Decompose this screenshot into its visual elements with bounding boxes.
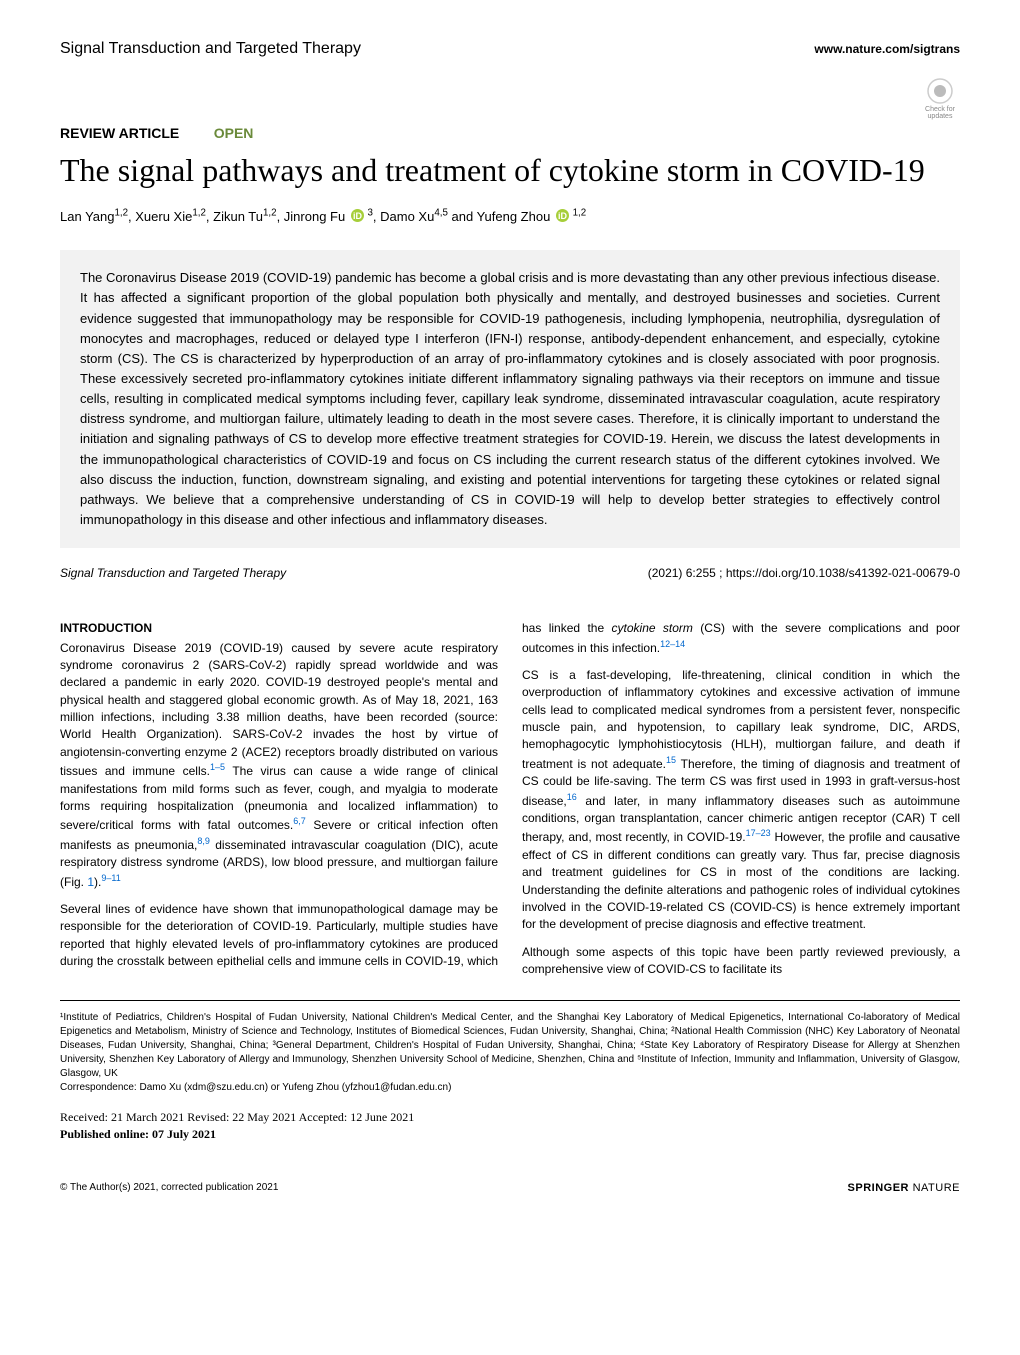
page-footer: © The Author(s) 2021, corrected publicat… [60, 1182, 960, 1194]
citation-ref[interactable]: 15 [666, 755, 676, 765]
abstract: The Coronavirus Disease 2019 (COVID-19) … [60, 250, 960, 548]
published-date: Published online: 07 July 2021 [60, 1127, 960, 1142]
article-title: The signal pathways and treatment of cyt… [60, 151, 960, 189]
citation-doi: (2021) 6:255 ; https://doi.org/10.1038/s… [648, 566, 960, 580]
affiliations-text: ¹Institute of Pediatrics, Children's Hos… [60, 1011, 960, 1081]
citation-ref[interactable]: 17–23 [746, 828, 771, 838]
citation-ref[interactable]: 8,9 [197, 836, 210, 846]
body-text: CS is a fast-developing, life-threatenin… [522, 668, 960, 771]
publisher-logo: SPRINGER NATURE [848, 1182, 960, 1194]
citation-ref[interactable]: 9–11 [101, 873, 120, 883]
citation-journal: Signal Transduction and Targeted Therapy [60, 566, 286, 580]
journal-name: Signal Transduction and Targeted Therapy [60, 40, 361, 58]
page-header: Signal Transduction and Targeted Therapy… [60, 40, 960, 58]
open-access-label: OPEN [214, 125, 254, 141]
body-paragraph: Although some aspects of this topic have… [522, 944, 960, 979]
body-paragraph: CS is a fast-developing, life-threatenin… [522, 667, 960, 934]
svg-text:iD: iD [558, 211, 568, 221]
affiliations-block: ¹Institute of Pediatrics, Children's Hos… [60, 1000, 960, 1095]
authors-part2: 3, Damo Xu4,5 and Yufeng Zhou [367, 209, 550, 224]
authors-part3: 1,2 [573, 209, 587, 224]
citation-row: Signal Transduction and Targeted Therapy… [60, 566, 960, 580]
authors-part1: Lan Yang1,2, Xueru Xie1,2, Zikun Tu1,2, … [60, 209, 345, 224]
check-updates-icon [927, 78, 953, 104]
body-text: Coronavirus Disease 2019 (COVID-19) caus… [60, 641, 498, 779]
article-body: INTRODUCTION Coronavirus Disease 2019 (C… [60, 620, 960, 979]
article-type-row: REVIEW ARTICLE OPEN [60, 125, 960, 143]
citation-ref[interactable]: 16 [567, 792, 577, 802]
correspondence: Correspondence: Damo Xu (xdm@szu.edu.cn)… [60, 1081, 960, 1095]
orcid-icon[interactable]: iD [351, 209, 364, 225]
body-text: Several lines of evidence have shown tha… [60, 902, 498, 968]
orcid-icon[interactable]: iD [556, 209, 569, 225]
journal-url[interactable]: www.nature.com/sigtrans [814, 42, 960, 56]
body-paragraph: Coronavirus Disease 2019 (COVID-19) caus… [60, 640, 498, 891]
svg-text:iD: iD [353, 211, 363, 221]
article-type: REVIEW ARTICLE [60, 125, 179, 141]
publisher-part1: SPRINGER [848, 1182, 909, 1194]
section-heading-introduction: INTRODUCTION [60, 620, 498, 637]
body-text: However, the profile and causative effec… [522, 830, 960, 931]
check-for-updates-badge[interactable]: Check for updates [920, 78, 960, 120]
citation-ref[interactable]: 12–14 [660, 639, 685, 649]
doi-link[interactable]: https://doi.org/10.1038/s41392-021-00679… [726, 566, 960, 580]
received-dates: Received: 21 March 2021 Revised: 22 May … [60, 1110, 960, 1125]
copyright: © The Author(s) 2021, corrected publicat… [60, 1182, 278, 1193]
author-list: Lan Yang1,2, Xueru Xie1,2, Zikun Tu1,2, … [60, 207, 960, 225]
publisher-part2: NATURE [913, 1182, 960, 1194]
citation-year-vol: (2021) 6:255 [648, 566, 716, 580]
citation-ref[interactable]: 1–5 [210, 762, 225, 772]
body-text-italic: cytokine storm [612, 621, 693, 635]
check-updates-label: Check for updates [925, 106, 955, 120]
citation-ref[interactable]: 6,7 [293, 816, 306, 826]
